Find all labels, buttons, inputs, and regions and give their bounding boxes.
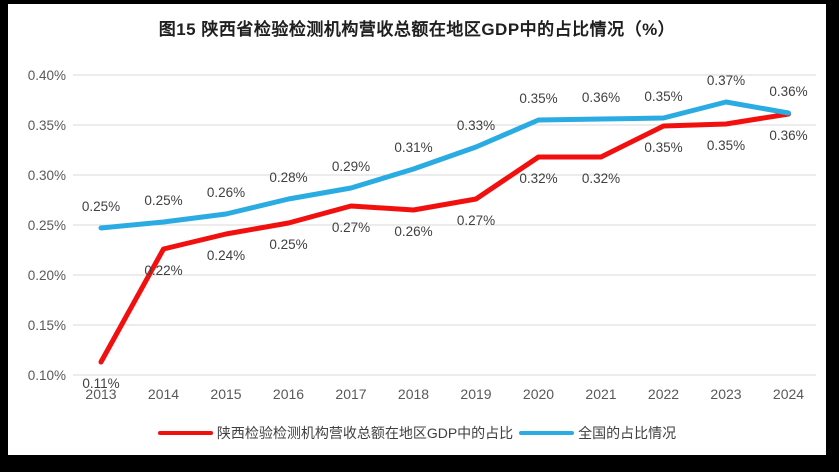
x-axis-tick-label: 2014 (148, 386, 179, 402)
data-label: 0.26% (394, 224, 432, 239)
x-axis-tick-label: 2015 (210, 386, 241, 402)
y-axis-tick-label: 0.30% (28, 168, 66, 183)
data-label: 0.29% (332, 159, 370, 174)
y-axis-tick-label: 0.35% (28, 118, 66, 133)
data-label: 0.26% (207, 185, 245, 200)
data-label: 0.25% (269, 237, 307, 252)
legend-label-shaanxi: 陕西检验检测机构营收总额在地区GDP中的占比 (216, 425, 514, 441)
x-axis-tick-label: 2017 (335, 386, 366, 402)
data-label: 0.27% (457, 213, 495, 228)
legend-swatch-national-icon (519, 431, 575, 435)
chart-title: 图15 陕西省检验检测机构营收总额在地区GDP中的占比情况（%） (158, 20, 676, 39)
plot-area: 0.10% 0.15% 0.20% 0.25% 0.30% 0.35% 0.40% 2013 2… (28, 68, 816, 402)
y-axis-tick-label: 0.25% (28, 218, 66, 233)
x-axis-tick-label: 2024 (773, 386, 804, 402)
data-label: 0.22% (144, 263, 182, 278)
data-label: 0.35% (519, 91, 557, 106)
data-label: 0.25% (82, 199, 120, 214)
data-label: 0.25% (144, 193, 182, 208)
data-label: 0.35% (707, 138, 745, 153)
chart-panel: 图15 陕西省检验检测机构营收总额在地区GDP中的占比情况（%） 0.10% 0.… (8, 4, 826, 455)
y-axis-tick-label: 0.10% (28, 368, 66, 383)
x-axis-tick-label: 2018 (398, 386, 429, 402)
x-axis-tick-label: 2023 (710, 386, 741, 402)
data-label: 0.32% (519, 171, 557, 186)
y-axis-tick-label: 0.20% (28, 268, 66, 283)
legend: 陕西检验检测机构营收总额在地区GDP中的占比 全国的占比情况 (8, 423, 826, 443)
data-label: 0.37% (707, 73, 745, 88)
data-label: 0.36% (582, 90, 620, 105)
data-label: 0.36% (769, 128, 807, 143)
series-line-shaanxi (98, 111, 791, 365)
data-label: 0.35% (644, 140, 682, 155)
data-label: 0.32% (582, 171, 620, 186)
series-line-national (98, 99, 791, 231)
x-axis-tick-label: 2019 (460, 386, 491, 402)
y-axis-tick-label: 0.40% (28, 68, 66, 83)
legend-label-national: 全国的占比情况 (578, 425, 677, 441)
data-label: 0.24% (207, 248, 245, 263)
data-label: 0.27% (332, 220, 370, 235)
legend-swatch-shaanxi-icon (157, 431, 213, 435)
x-axis-tick-label: 2016 (273, 386, 304, 402)
x-axis-tick-label: 2022 (648, 386, 679, 402)
x-axis-tick-label: 2020 (523, 386, 554, 402)
data-label: 0.33% (457, 118, 495, 133)
data-label: 0.11% (82, 376, 119, 391)
data-label: 0.36% (769, 84, 807, 99)
x-axis-tick-label: 2013 (85, 386, 116, 402)
legend-item-shaanxi: 陕西检验检测机构营收总额在地区GDP中的占比 (157, 423, 514, 443)
x-axis-tick-label: 2021 (585, 386, 616, 402)
data-label: 0.31% (394, 140, 432, 155)
y-axis-tick-label: 0.15% (28, 318, 66, 333)
data-label: 0.28% (269, 170, 307, 185)
data-label: 0.35% (644, 89, 682, 104)
legend-item-national: 全国的占比情况 (519, 423, 676, 443)
